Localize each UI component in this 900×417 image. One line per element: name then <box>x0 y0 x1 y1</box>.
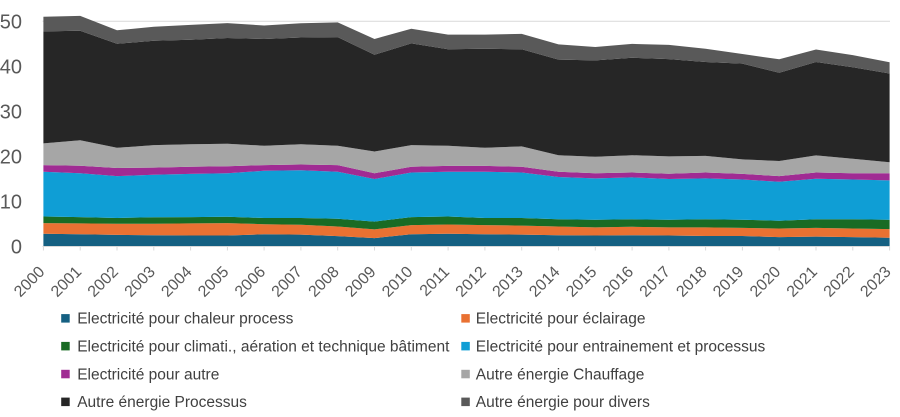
svg-text:20: 20 <box>0 147 22 169</box>
svg-text:30: 30 <box>0 102 22 124</box>
svg-text:Autre énergie Processus: Autre énergie Processus <box>77 394 247 411</box>
svg-text:Electricité pour climati., aér: Electricité pour climati., aération et t… <box>77 339 450 356</box>
svg-text:10: 10 <box>0 192 22 214</box>
svg-text:Autre énergie Chauffage: Autre énergie Chauffage <box>476 366 645 383</box>
svg-text:Electricité pour chaleur proce: Electricité pour chaleur process <box>77 311 293 328</box>
svg-text:50: 50 <box>0 12 22 34</box>
svg-text:Electricité pour éclairage: Electricité pour éclairage <box>476 311 646 328</box>
svg-text:0: 0 <box>11 237 22 259</box>
svg-text:Electricité pour autre: Electricité pour autre <box>77 366 219 383</box>
svg-text:Electricité pour entrainement: Electricité pour entrainement et process… <box>476 339 766 356</box>
svg-text:Autre énergie pour divers: Autre énergie pour divers <box>476 394 650 411</box>
svg-text:40: 40 <box>0 57 22 79</box>
